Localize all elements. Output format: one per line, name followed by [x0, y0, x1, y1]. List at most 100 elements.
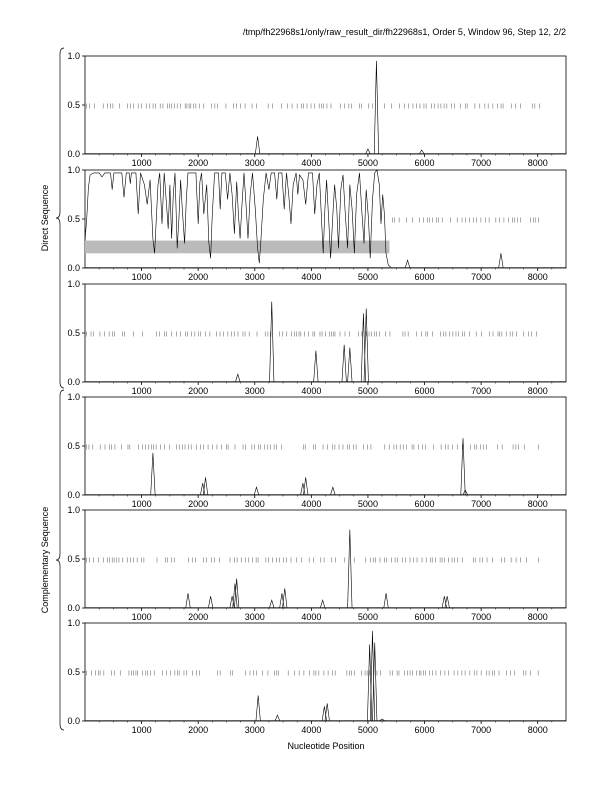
x-tick-label: 2000: [188, 725, 208, 735]
peak: [324, 703, 330, 721]
peak: [363, 308, 369, 382]
x-tick-label: 7000: [471, 272, 491, 282]
peak: [255, 695, 261, 721]
peak: [234, 578, 240, 608]
x-tick-label: 6000: [415, 386, 435, 396]
y-tick-label: 0.5: [67, 441, 80, 451]
y-tick-label: 1.0: [67, 165, 80, 175]
y-tick-label: 0.0: [67, 603, 80, 613]
x-tick-label: 4000: [301, 725, 321, 735]
peak: [379, 718, 385, 721]
group-label-direct: Direct Sequence: [40, 185, 50, 252]
x-tick-label: 5000: [358, 272, 378, 282]
x-tick-label: 1000: [132, 612, 152, 622]
y-tick-label: 0.0: [67, 716, 80, 726]
peak: [203, 477, 209, 495]
x-tick-label: 5000: [358, 499, 378, 509]
x-tick-label: 4000: [301, 158, 321, 168]
peak: [320, 599, 326, 608]
panel-4: 0.0 0.5 1.0 1000 2000 3000 4000 5000 6000 7000 800…: [67, 392, 567, 509]
x-tick-label: 3000: [245, 612, 265, 622]
y-tick-label: 0.5: [67, 554, 80, 564]
peak: [347, 529, 353, 608]
peak: [208, 596, 214, 608]
y-tick-label: 1.0: [67, 392, 80, 402]
x-tick-label: 3000: [245, 386, 265, 396]
peak: [303, 477, 309, 495]
panel-5: 0.0 0.5 1.0 1000 2000 3000 4000 5000 6000 7000 800…: [67, 505, 567, 622]
x-tick-label: 8000: [528, 272, 548, 282]
x-tick-label: 4000: [301, 612, 321, 622]
peak: [419, 149, 425, 154]
peak: [313, 350, 319, 382]
panel-6: 0.0 0.5 1.0 1000 2000 3000 4000 5000 6000 7000 800…: [67, 618, 567, 735]
y-tick-label: 1.0: [67, 505, 80, 515]
x-tick-label: 7000: [471, 612, 491, 622]
x-tick-label: 8000: [528, 612, 548, 622]
x-tick-label: 6000: [415, 272, 435, 282]
y-tick-label: 1.0: [67, 618, 80, 628]
x-tick-label: 2000: [188, 612, 208, 622]
x-tick-label: 1000: [132, 386, 152, 396]
peak: [269, 301, 275, 382]
y-tick-label: 0.0: [67, 490, 80, 500]
x-tick-label: 6000: [415, 612, 435, 622]
threshold-band: [85, 240, 390, 254]
y-tick-label: 0.0: [67, 149, 80, 159]
x-tick-label: 7000: [471, 725, 491, 735]
peak: [444, 596, 450, 608]
x-tick-label: 3000: [245, 725, 265, 735]
x-tick-label: 2000: [188, 499, 208, 509]
peak: [229, 596, 235, 608]
group-label-complementary: Complementary Sequence: [40, 507, 50, 614]
x-tick-label: 6000: [415, 499, 435, 509]
x-tick-label: 7000: [471, 158, 491, 168]
bracket-direct: [55, 47, 65, 389]
panel-1: 0.0 0.5 1.0 1000 2000 3000 4000 5000 6000 7000 800…: [67, 51, 567, 168]
peak: [347, 347, 353, 382]
peak: [185, 593, 191, 608]
x-tick-label: 8000: [528, 386, 548, 396]
panel-frame: [84, 622, 567, 722]
peak: [373, 60, 379, 154]
peak: [405, 259, 411, 268]
peak: [300, 483, 306, 495]
x-axis-title: Nucleotide Position: [287, 741, 364, 751]
x-tick-label: 7000: [471, 499, 491, 509]
page-title: /tmp/fh22968s1/only/raw_result_dir/fh229…: [243, 27, 566, 37]
x-tick-label: 1000: [132, 272, 152, 282]
profile-line: [84, 169, 391, 268]
peak: [282, 588, 288, 608]
peak: [235, 373, 241, 382]
x-tick-label: 5000: [358, 386, 378, 396]
x-tick-label: 1000: [132, 158, 152, 168]
y-tick-label: 0.5: [67, 328, 80, 338]
y-tick-label: 0.5: [67, 667, 80, 677]
y-tick-label: 0.5: [67, 214, 80, 224]
peak: [369, 630, 375, 721]
x-tick-label: 2000: [188, 158, 208, 168]
peak: [232, 583, 238, 608]
x-tick-label: 6000: [415, 725, 435, 735]
y-tick-label: 1.0: [67, 279, 80, 289]
x-tick-label: 5000: [358, 158, 378, 168]
x-tick-label: 4000: [301, 386, 321, 396]
peak: [498, 253, 504, 268]
x-tick-label: 3000: [245, 158, 265, 168]
peak: [200, 483, 206, 495]
x-tick-label: 5000: [358, 612, 378, 622]
peak: [269, 599, 275, 608]
peak: [274, 714, 280, 721]
x-tick-label: 4000: [301, 272, 321, 282]
x-tick-label: 7000: [471, 386, 491, 396]
x-tick-label: 3000: [245, 272, 265, 282]
x-tick-label: 4000: [301, 499, 321, 509]
peak: [255, 136, 261, 154]
y-tick-label: 1.0: [67, 51, 80, 61]
y-tick-label: 0.0: [67, 263, 80, 273]
peak: [460, 438, 466, 495]
panel-frame: [84, 396, 567, 496]
peak: [253, 486, 259, 495]
x-tick-label: 2000: [188, 272, 208, 282]
x-tick-label: 5000: [358, 725, 378, 735]
